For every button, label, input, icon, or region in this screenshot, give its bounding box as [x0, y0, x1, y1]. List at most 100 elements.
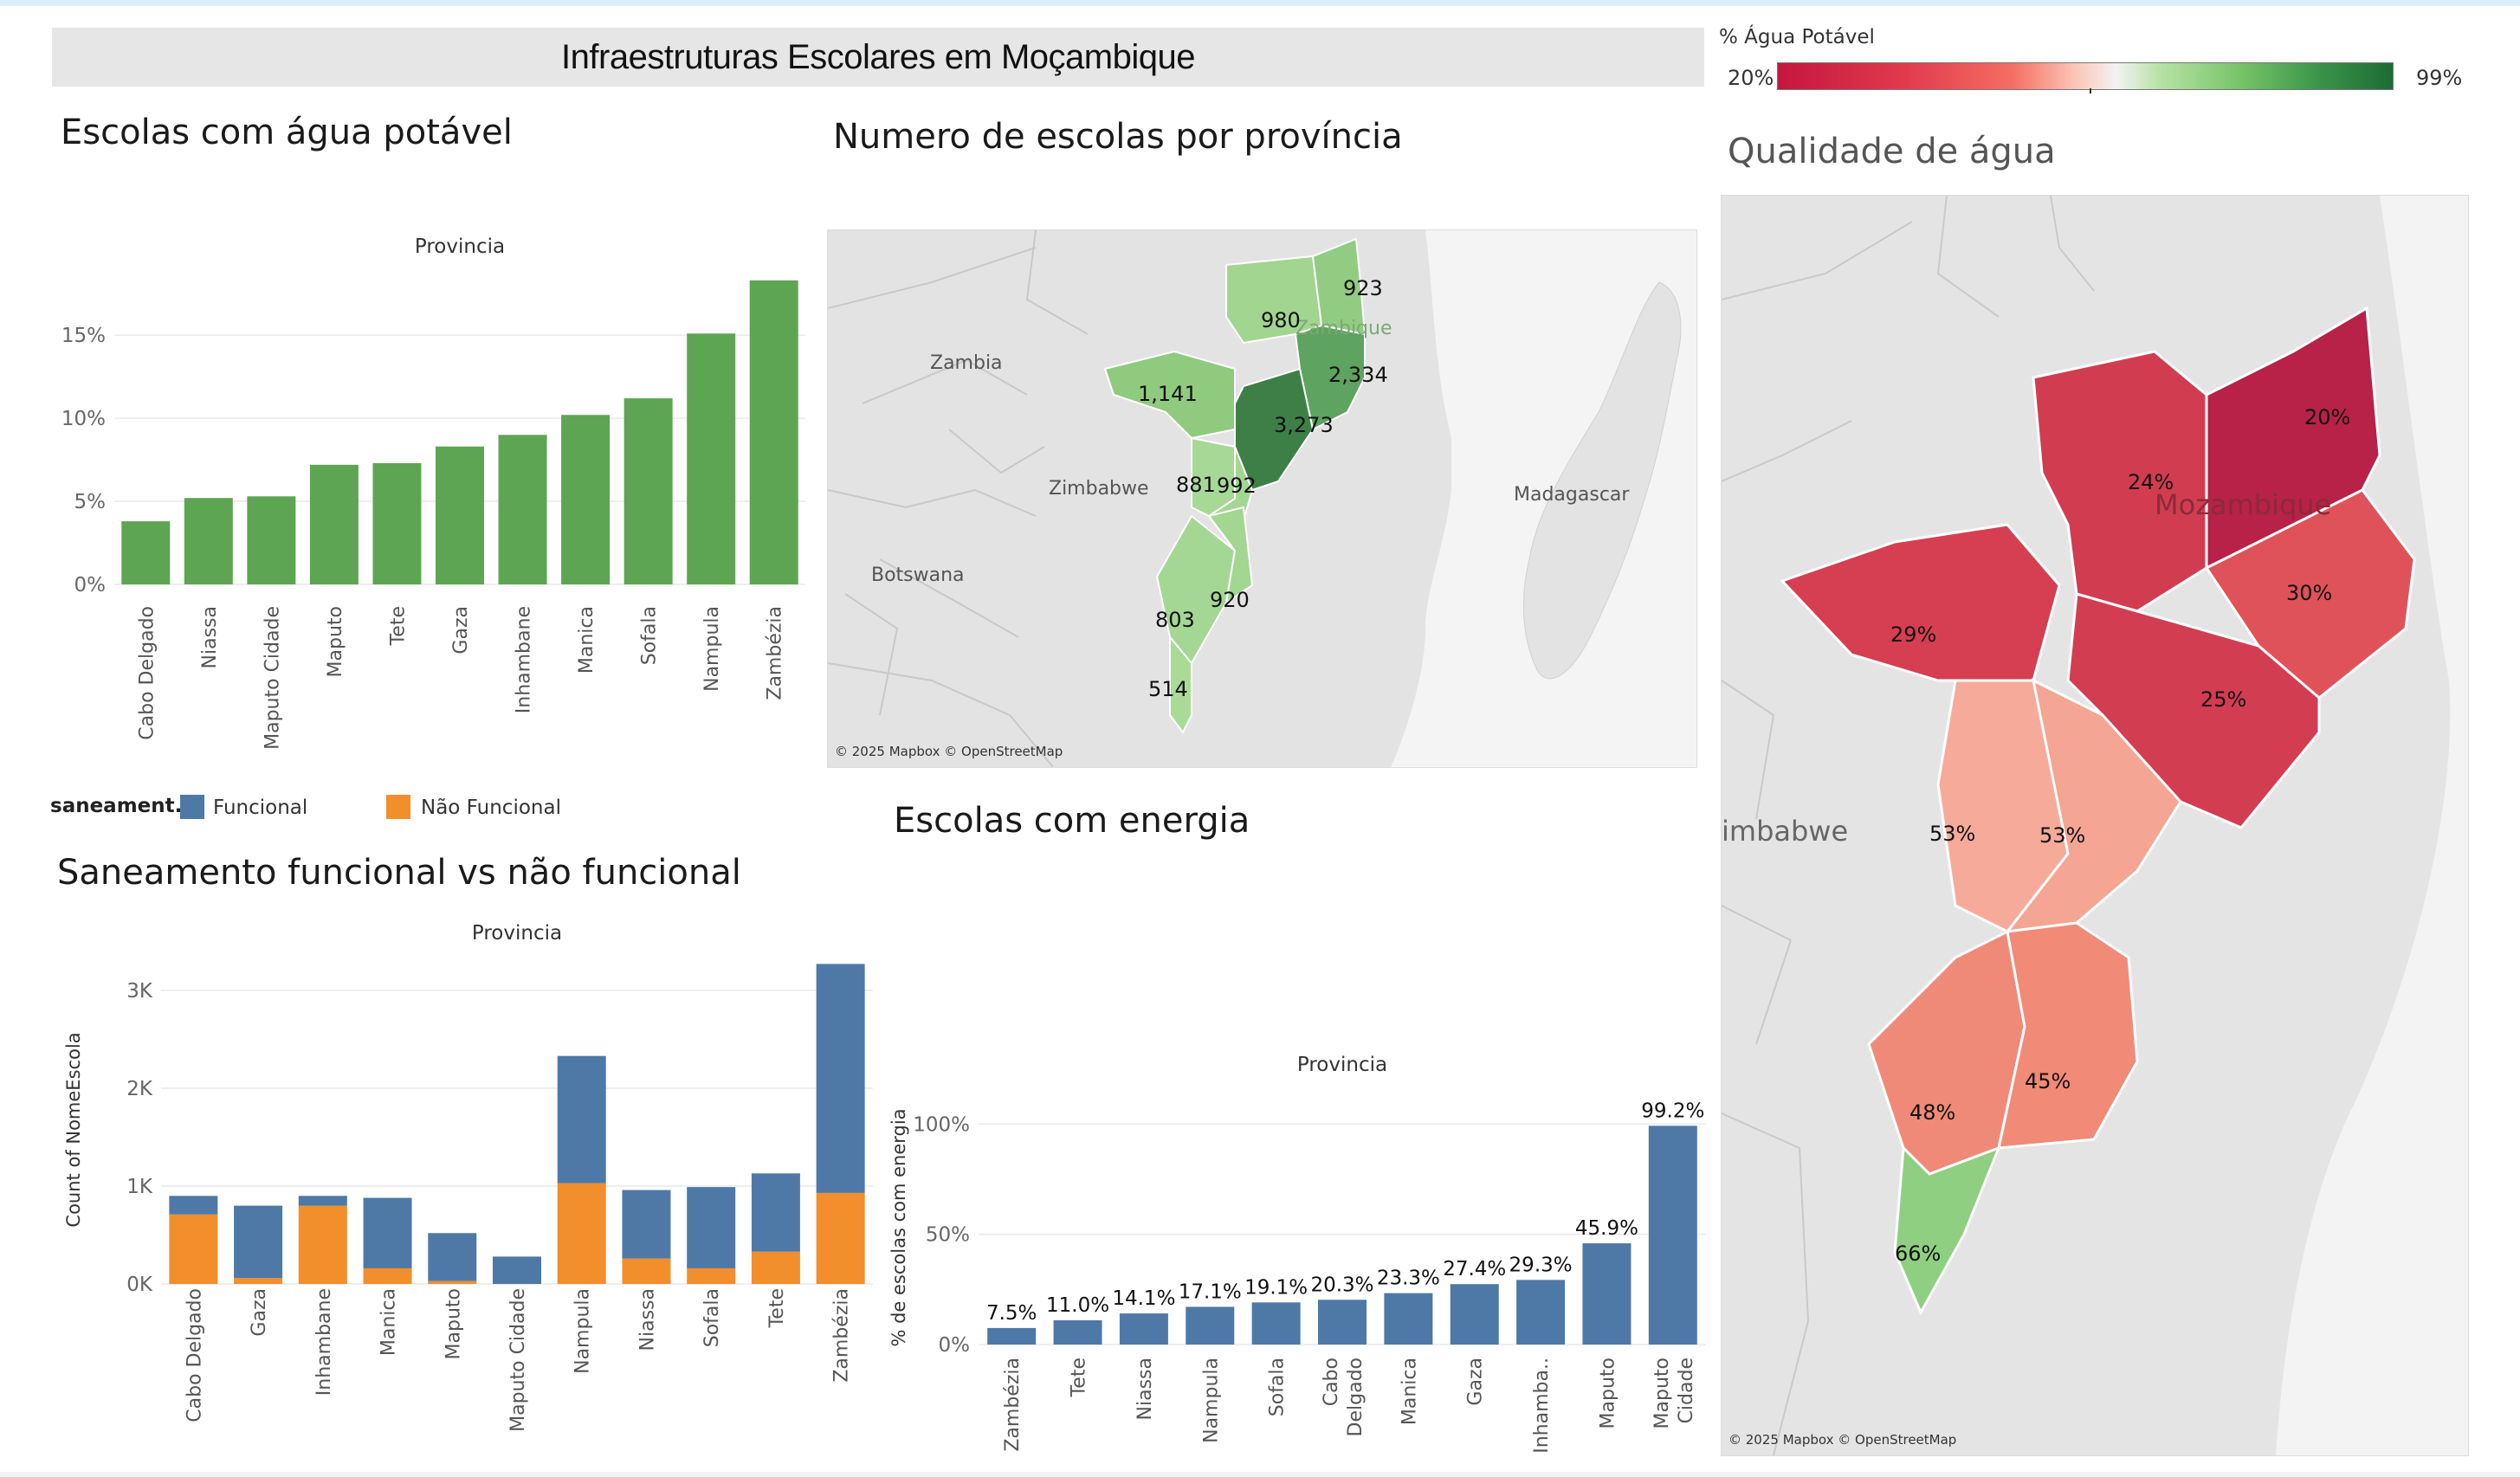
value-cabo-delgado: 923	[1343, 276, 1383, 300]
province-zambezia[interactable]	[1234, 367, 1315, 492]
data-label-inhamba: 29.3%	[1509, 1254, 1573, 1276]
school-map-title: Numero de escolas por província	[833, 117, 1403, 157]
wval-tete: 29%	[1890, 622, 1936, 647]
bar-funcional-niassa[interactable]	[622, 1190, 671, 1259]
x-tick-label-gaza: Gaza	[450, 606, 472, 655]
bar-nampula[interactable]	[687, 333, 736, 584]
bar-tete[interactable]	[372, 462, 422, 584]
bar-nao-funcional-sofala[interactable]	[687, 1267, 736, 1285]
water-map-svg[interactable]: Mozambique imbabwe 20% 24% 30% 29% 25% 5…	[1722, 196, 2468, 1455]
bar-cabo-delgado[interactable]	[121, 521, 171, 584]
bar-zambezia[interactable]	[987, 1327, 1037, 1345]
bar-manica[interactable]	[1384, 1293, 1433, 1345]
bar-nao-funcional-zambezia[interactable]	[816, 1192, 865, 1285]
school-count-map[interactable]: Zambia Zimbabwe Botswana Madagascar Zamb…	[827, 229, 1697, 768]
bar-maputo-cidade[interactable]	[247, 496, 296, 584]
energy-bar-chart[interactable]: Provincia % de escolas com energia 0% 50% 10…	[883, 1048, 1715, 1463]
y-tick-label: 3K	[126, 980, 153, 1003]
x-tick-label-cabo-delgado: Delgado	[1345, 1358, 1367, 1436]
y-axis-label: % de escolas com energia	[888, 1108, 909, 1346]
data-label-niassa: 14.1%	[1112, 1287, 1175, 1310]
x-tick-label-sofala: Sofala	[701, 1288, 723, 1347]
y-axis-label: Count of NomeEscola	[63, 1032, 84, 1227]
water-map-provinces[interactable]	[1780, 306, 2416, 1316]
chart-header: Provincia	[472, 922, 562, 945]
bottom-strip	[0, 1472, 2520, 1477]
legend-swatch-funcional[interactable]	[180, 795, 204, 819]
school-map-country-labels: Zambia Zimbabwe Botswana Madagascar Zamb…	[871, 318, 1630, 586]
province-inhambane[interactable]	[1207, 506, 1254, 605]
water-bar-title: Escolas com água potável	[61, 113, 513, 152]
mozambique-provinces[interactable]	[1103, 237, 1367, 734]
x-tick-label-cabo-delgado: Cabo Delgado	[136, 606, 158, 740]
bar-funcional-sofala[interactable]	[687, 1187, 736, 1268]
bar-nao-funcional-maputo[interactable]	[428, 1280, 477, 1285]
bar-funcional-maputo-cidade[interactable]	[493, 1256, 541, 1285]
water-quality-map[interactable]: Mozambique imbabwe 20% 24% 30% 29% 25% 5…	[1721, 195, 2469, 1456]
school-map-svg[interactable]: Zambia Zimbabwe Botswana Madagascar Zamb…	[828, 230, 1696, 767]
bar-funcional-nampula[interactable]	[557, 1055, 606, 1184]
wprov-tete[interactable]	[1780, 523, 2061, 682]
x-tick-label-niassa: Niassa	[199, 606, 221, 668]
bar-gaza[interactable]	[436, 446, 484, 584]
bar-funcional-zambezia[interactable]	[816, 964, 865, 1193]
x-tick-label-tete: Tete	[1069, 1358, 1090, 1397]
value-inhambane: 920	[1210, 588, 1250, 612]
bar-niassa[interactable]	[184, 498, 233, 584]
bar-cabo-delgado[interactable]	[1318, 1300, 1367, 1345]
legend-label-nao-funcional[interactable]: Não Funcional	[421, 797, 561, 819]
province-tete[interactable]	[1103, 350, 1236, 440]
bar-nao-funcional-tete[interactable]	[751, 1251, 800, 1285]
wprov-sofala[interactable]	[2004, 678, 2182, 933]
bar-funcional-manica[interactable]	[363, 1197, 412, 1268]
chart-header: Provincia	[415, 235, 505, 258]
bar-inhambane[interactable]	[498, 435, 547, 584]
africa-land	[828, 230, 1451, 767]
bar-nao-funcional-gaza[interactable]	[234, 1278, 283, 1285]
bar-maputo-cidade[interactable]	[1648, 1125, 1697, 1345]
bar-gaza[interactable]	[1450, 1284, 1499, 1345]
bar-nao-funcional-manica[interactable]	[363, 1267, 412, 1285]
water-map-credit: © 2025 Mapbox © OpenStreetMap	[1728, 1432, 1957, 1448]
bar-funcional-maputo[interactable]	[428, 1233, 477, 1281]
wprov-maputo[interactable]	[1893, 1145, 2001, 1316]
water-map-values: 20% 24% 30% 29% 25% 53% 53% 48% 45% 66%	[1890, 405, 2350, 1266]
bar-funcional-tete[interactable]	[751, 1173, 800, 1252]
bar-funcional-cabo-delgado[interactable]	[169, 1196, 218, 1215]
water-legend-gradient[interactable]	[1777, 62, 2394, 90]
bar-funcional-gaza[interactable]	[234, 1205, 283, 1279]
bar-nampula[interactable]	[1186, 1306, 1235, 1345]
bar-maputo[interactable]	[309, 464, 359, 584]
y-tick-label: 2K	[126, 1078, 153, 1100]
bar-inhamba[interactable]	[1516, 1280, 1566, 1345]
bar-funcional-inhambane[interactable]	[298, 1196, 347, 1206]
sanitation-bar-chart[interactable]: Provincia Count of NomeEscola 0K 1K 2K 3K Cabo…	[52, 918, 883, 1463]
bar-nao-funcional-nampula[interactable]	[557, 1183, 606, 1285]
province-cabo-delgado[interactable]	[1311, 237, 1367, 336]
wprov-inhambane[interactable]	[1997, 921, 2139, 1150]
bar-nao-funcional-niassa[interactable]	[622, 1258, 671, 1285]
province-nampula[interactable]	[1294, 324, 1366, 431]
water-bar-chart[interactable]: Provincia 0% 5% 10% 15% Cabo Delgado Niassa Map…	[52, 221, 831, 758]
x-tick-label-inhambane: Inhambane	[313, 1288, 335, 1396]
x-tick-label-inhamba: Inhamba..	[1531, 1358, 1553, 1454]
bar-zambezia[interactable]	[749, 280, 798, 584]
wprov-zambezia[interactable]	[2066, 592, 2321, 829]
water-legend[interactable]: % Água Potável 20% 99%	[1719, 24, 2481, 102]
coast-water	[1391, 230, 1453, 767]
bar-niassa[interactable]	[1119, 1313, 1168, 1345]
sanitation-legend[interactable]: saneament.. Funcional Não Funcional	[50, 790, 674, 824]
bar-nao-funcional-cabo-delgado[interactable]	[169, 1214, 218, 1285]
province-maputo[interactable]	[1169, 635, 1192, 734]
legend-swatch-nao-funcional[interactable]	[386, 795, 410, 819]
legend-label-funcional[interactable]: Funcional	[213, 797, 308, 819]
bar-maputo[interactable]	[1582, 1243, 1632, 1345]
data-label-nampula: 17.1%	[1179, 1280, 1242, 1303]
bar-nao-funcional-inhambane[interactable]	[298, 1205, 347, 1285]
bar-sofala[interactable]	[624, 398, 673, 584]
label-zimbabwe: Zimbabwe	[1049, 478, 1149, 500]
school-map-values: 980 923 2,334 1,141 3,273 881 992 803 92…	[1138, 276, 1388, 701]
bar-manica[interactable]	[561, 415, 611, 584]
bar-sofala[interactable]	[1251, 1302, 1301, 1345]
bar-tete[interactable]	[1053, 1319, 1102, 1345]
